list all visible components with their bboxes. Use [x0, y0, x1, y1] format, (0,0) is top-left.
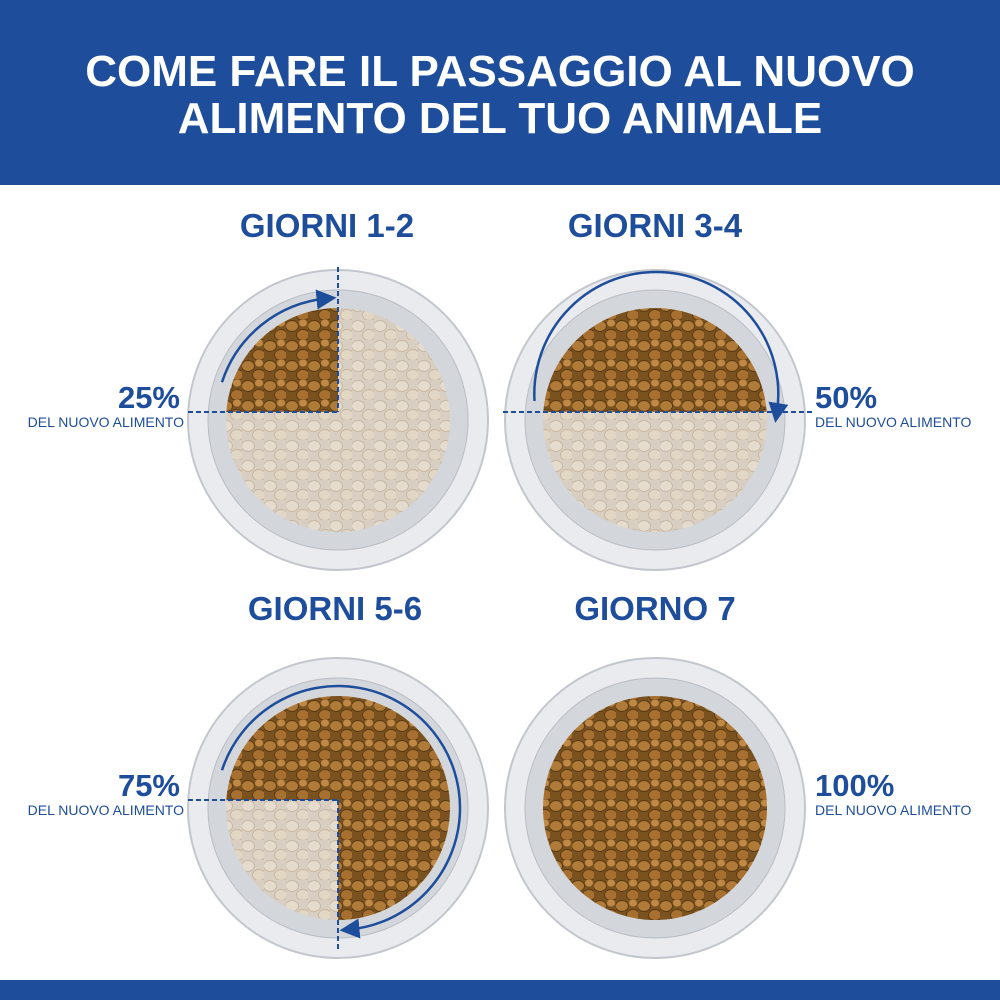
percent-label: 100%	[815, 768, 894, 803]
percent-label: 75%	[118, 768, 180, 803]
new-food	[226, 308, 338, 412]
percent-caption: DEL NUOVO ALIMENTO	[815, 802, 971, 818]
step-title: GIORNI 5-6	[248, 590, 422, 627]
header-band	[0, 0, 1000, 185]
header-title: COME FARE IL PASSAGGIO AL NUOVO	[85, 47, 915, 96]
step-title: GIORNO 7	[574, 590, 735, 627]
new-food	[543, 696, 767, 920]
step-title: GIORNI 3-4	[568, 207, 743, 244]
percent-caption: DEL NUOVO ALIMENTO	[815, 414, 971, 430]
percent-caption: DEL NUOVO ALIMENTO	[28, 414, 184, 430]
footer-band	[0, 980, 1000, 1000]
progress-arrow	[220, 684, 462, 939]
progress-arrow	[533, 270, 789, 423]
percent-caption: DEL NUOVO ALIMENTO	[28, 802, 184, 818]
header-title: ALIMENTO DEL TUO ANIMALE	[178, 94, 823, 143]
percent-label: 25%	[118, 380, 180, 415]
step-title: GIORNI 1-2	[240, 207, 414, 244]
percent-label: 50%	[815, 380, 877, 415]
new-food	[543, 308, 767, 412]
progress-arrow	[220, 289, 337, 383]
